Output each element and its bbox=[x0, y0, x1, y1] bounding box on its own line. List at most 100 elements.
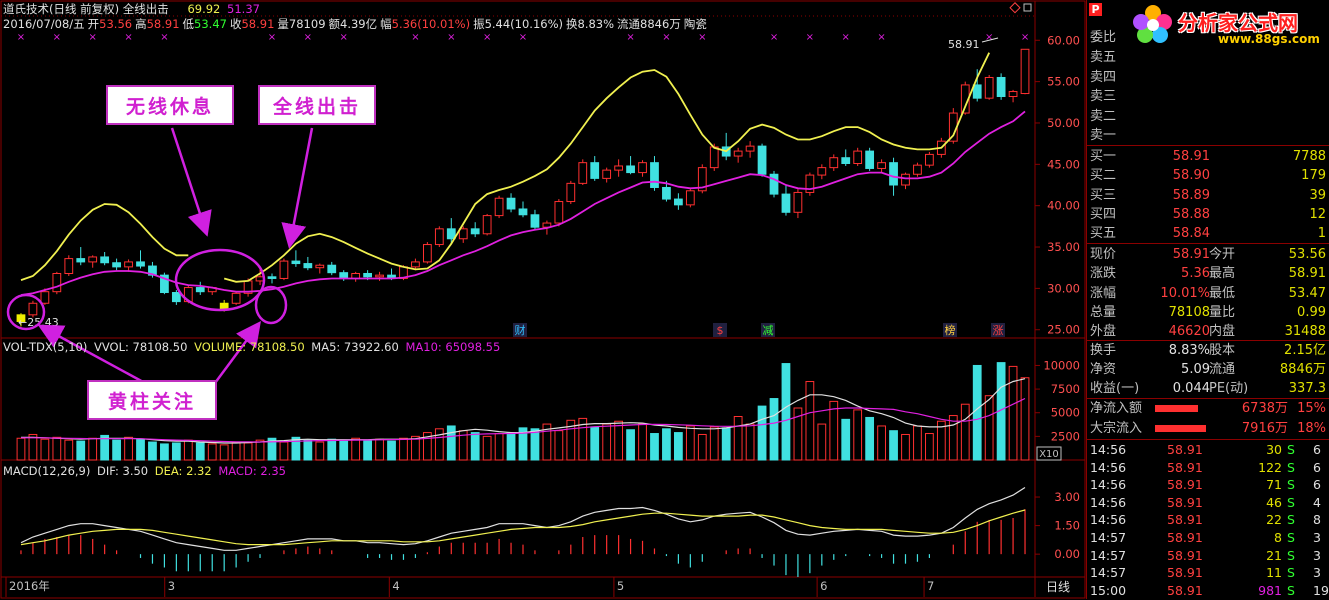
flow-pct: 15% bbox=[1297, 401, 1326, 416]
volume-bar bbox=[757, 405, 767, 461]
tick-volume: 71 bbox=[1266, 477, 1282, 493]
ma-yellow-line bbox=[20, 52, 991, 283]
buy-volume: 179 bbox=[1301, 168, 1326, 184]
volume-bar bbox=[662, 428, 671, 461]
volume-label: 量 bbox=[277, 17, 289, 31]
volume-bar bbox=[853, 409, 863, 461]
volume-bar bbox=[841, 418, 851, 461]
event-badge-bg bbox=[713, 323, 727, 337]
divider bbox=[1087, 243, 1329, 244]
indicator-value-2: 51.37 bbox=[227, 2, 260, 16]
signal-marker: × bbox=[662, 32, 670, 43]
event-badge-bg bbox=[513, 323, 527, 337]
site-logo: 分析家公式网 www.88gs.com bbox=[1130, 2, 1329, 48]
quote-label-2: 最低 bbox=[1209, 285, 1236, 301]
volume-bar bbox=[148, 441, 157, 461]
signal-marker: × bbox=[985, 32, 993, 43]
price-axis-label: 25.00 bbox=[1047, 323, 1080, 337]
volume-bar bbox=[1008, 365, 1018, 461]
tick-row[interactable]: 14:57 58.91 21 S 3 bbox=[1087, 547, 1329, 565]
buy-price: 58.91 bbox=[1172, 149, 1210, 164]
quote-value-2: 53.47 bbox=[1288, 285, 1326, 301]
candle-body bbox=[554, 201, 564, 224]
candle-body bbox=[339, 272, 349, 279]
tick-row[interactable]: 14:56 58.91 122 S 6 bbox=[1087, 459, 1329, 477]
volume-bar bbox=[685, 425, 695, 461]
date-axis-label: 6 bbox=[820, 579, 827, 593]
candle-body bbox=[28, 302, 38, 316]
candle-body bbox=[422, 244, 432, 263]
price-axis-label: 30.00 bbox=[1047, 281, 1080, 295]
signal-marker: × bbox=[519, 32, 527, 43]
candle-body bbox=[291, 260, 301, 265]
callout-rest-text: 无线休息 bbox=[125, 95, 214, 118]
tick-side: S bbox=[1287, 442, 1295, 457]
volume-bar bbox=[100, 434, 110, 461]
volume-bar bbox=[733, 416, 743, 461]
volume-bar bbox=[948, 415, 958, 461]
tick-count: 8 bbox=[1313, 512, 1321, 528]
candle-body bbox=[363, 272, 372, 278]
window-diamond-icon bbox=[1009, 2, 1021, 14]
stat-label: 净资 bbox=[1090, 362, 1117, 377]
kline-chart-svg[interactable]: 60.0055.0050.0045.0040.0035.0030.0025.00… bbox=[0, 0, 1086, 599]
divider bbox=[1087, 439, 1329, 440]
volume-ma10-line bbox=[21, 397, 1026, 443]
volume-bar bbox=[554, 430, 564, 461]
volume-bar bbox=[52, 436, 62, 461]
tick-count: 6 bbox=[1313, 459, 1321, 475]
candle-body bbox=[219, 302, 229, 310]
candle-body bbox=[446, 228, 456, 240]
tick-time: 14:57 bbox=[1090, 530, 1127, 545]
candle-body bbox=[578, 162, 588, 184]
tick-row[interactable]: 14:56 58.91 71 S 6 bbox=[1087, 476, 1329, 494]
tick-row[interactable]: 14:56 58.91 22 S 8 bbox=[1087, 511, 1329, 529]
volume-bar bbox=[817, 423, 827, 461]
candle-body bbox=[996, 76, 1006, 98]
buy-row: 买二 58.90 179 bbox=[1087, 166, 1329, 185]
candle-body bbox=[327, 264, 337, 274]
candle-body bbox=[470, 228, 480, 235]
macd-axis-label: 3.00 bbox=[1054, 490, 1080, 504]
price-axis-label: 45.00 bbox=[1047, 157, 1080, 171]
tick-price: 58.91 bbox=[1167, 477, 1203, 493]
volume-bar bbox=[40, 438, 50, 461]
callout-focus-text: 黄柱关注 bbox=[107, 390, 196, 413]
tick-row[interactable]: 14:57 58.91 8 S 3 bbox=[1087, 529, 1329, 547]
candle-body bbox=[674, 198, 683, 206]
stat-label-2: 股本 bbox=[1209, 343, 1236, 358]
tick-row[interactable]: 14:56 58.91 30 S 6 bbox=[1087, 441, 1329, 459]
flow-amount: 7916万 bbox=[1241, 420, 1288, 436]
quote-value: 5.36 bbox=[1181, 266, 1210, 282]
stat-row: 收益(一) 0.044 PE(动) 337.3 bbox=[1087, 379, 1329, 398]
period-label: 日线 bbox=[1046, 580, 1070, 594]
panel-p-icon[interactable]: P bbox=[1089, 3, 1102, 16]
candle-body bbox=[829, 157, 839, 169]
candle-body bbox=[124, 261, 133, 268]
date-axis-label: 4 bbox=[392, 579, 399, 593]
quote-value-2: 58.91 bbox=[1288, 266, 1326, 282]
buy-label: 买二 bbox=[1090, 168, 1117, 184]
divider bbox=[1087, 145, 1329, 146]
float-value: 8846万 bbox=[640, 17, 681, 31]
candle-body bbox=[494, 197, 504, 217]
tick-row[interactable]: 14:57 58.91 11 S 3 bbox=[1087, 564, 1329, 582]
candle-body bbox=[697, 167, 707, 192]
volume-legend: VOL-TDX(5,10) VVOL: 78108.50 VOLUME: 781… bbox=[3, 340, 503, 354]
sell-label: 卖一 bbox=[1090, 128, 1117, 143]
tick-row[interactable]: 14:56 58.91 46 S 4 bbox=[1087, 494, 1329, 512]
tick-time: 14:57 bbox=[1090, 565, 1127, 581]
buy-volume: 1 bbox=[1317, 226, 1326, 242]
candle-body bbox=[458, 228, 468, 240]
candle-body bbox=[841, 157, 851, 164]
stat-label-2: 流通 bbox=[1209, 362, 1236, 377]
sell-row: 卖四 bbox=[1087, 68, 1329, 87]
vvol-value: VVOL: 78108.50 bbox=[94, 340, 188, 354]
candle-body bbox=[411, 261, 420, 268]
kline-chart-area[interactable]: 60.00 55.00 50.00 45.00 40.00 35.00 30.00 25.00… bbox=[0, 0, 1086, 599]
volume-total-value: VOLUME: 78108.50 bbox=[194, 340, 305, 354]
buy-label: 买五 bbox=[1090, 226, 1117, 242]
tick-row[interactable]: 15:00 58.91 981 S 19 bbox=[1087, 582, 1329, 600]
chart-title-line: 道氏技术(日线 前复权) 全线出击 69.92 51.37 bbox=[3, 1, 263, 17]
volume-bar bbox=[960, 403, 970, 461]
